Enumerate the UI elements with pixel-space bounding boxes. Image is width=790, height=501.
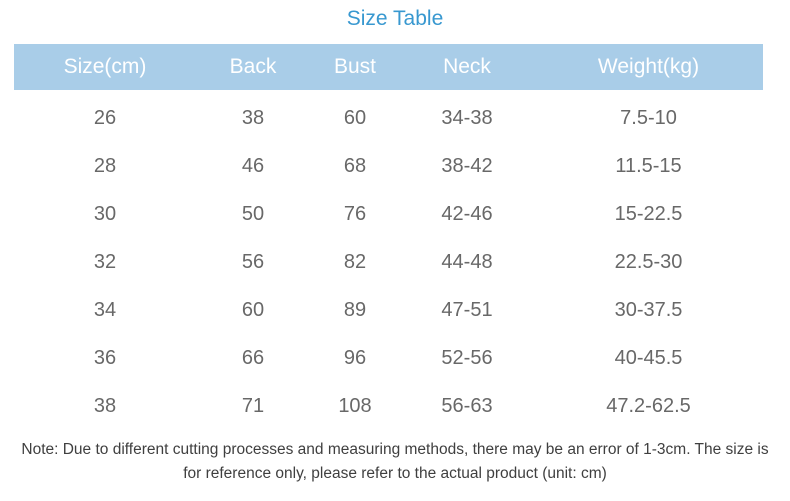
table-cell: 32 <box>93 250 117 273</box>
table-cell: 47-51 <box>441 298 493 321</box>
table-cell: 89 <box>343 298 367 321</box>
table-row: 30 50 76 42-46 15-22.5 <box>14 190 763 238</box>
table-row: 28 46 68 38-42 11.5-15 <box>14 142 763 190</box>
table-header-row: Size(cm) Back Bust Neck Weight(kg) <box>14 44 763 90</box>
table-cell: 46 <box>241 154 265 177</box>
table-cell: 15-22.5 <box>614 202 683 225</box>
table-cell: 68 <box>343 154 367 177</box>
header-cell: Size(cm) <box>63 55 147 78</box>
size-note: Note: Due to different cutting processes… <box>21 441 769 482</box>
table-cell: 7.5-10 <box>620 106 677 129</box>
table-cell: 34-38 <box>441 106 493 129</box>
header-cell: Neck <box>443 55 491 78</box>
table-cell: 28 <box>93 154 117 177</box>
table-cell: 71 <box>241 394 265 417</box>
size-table: Size(cm) Back Bust Neck Weight(kg) 26 38 60 34-… <box>14 44 763 430</box>
table-cell: 56 <box>241 250 265 273</box>
header-cell: Bust <box>333 55 377 78</box>
table-row: 32 56 82 44-48 22.5-30 <box>14 238 763 286</box>
table-cell: 40-45.5 <box>614 346 683 369</box>
header-cell: Weight(kg) <box>597 55 700 78</box>
table-cell: 47.2-62.5 <box>606 394 691 417</box>
table-row: 36 66 96 52-56 40-45.5 <box>14 334 763 382</box>
table-cell: 22.5-30 <box>614 250 683 273</box>
table-cell: 30-37.5 <box>614 298 683 321</box>
table-cell: 82 <box>343 250 367 273</box>
table-cell: 36 <box>93 346 117 369</box>
page-title: Size Table <box>346 7 444 30</box>
table-body: 26 38 60 34-38 7.5-10 28 46 68 38-42 11.5-15 30 50 7… <box>14 90 763 430</box>
table-row: 34 60 89 47-51 30-37.5 <box>14 286 763 334</box>
table-cell: 11.5-15 <box>615 154 682 177</box>
table-cell: 30 <box>93 202 117 225</box>
header-cell: Back <box>229 55 277 78</box>
table-cell: 26 <box>93 106 117 129</box>
table-cell: 38 <box>93 394 117 417</box>
table-cell: 108 <box>338 394 372 417</box>
table-cell: 38 <box>241 106 265 129</box>
table-row: 26 38 60 34-38 7.5-10 <box>14 94 763 142</box>
table-row: 38 71 108 56-63 47.2-62.5 <box>14 382 763 430</box>
table-cell: 34 <box>93 298 117 321</box>
table-cell: 96 <box>343 346 367 369</box>
table-cell: 52-56 <box>441 346 493 369</box>
table-cell: 56-63 <box>441 394 493 417</box>
table-cell: 60 <box>343 106 367 129</box>
table-cell: 42-46 <box>441 202 493 225</box>
table-cell: 44-48 <box>441 250 493 273</box>
table-cell: 50 <box>241 202 265 225</box>
table-cell: 38-42 <box>441 154 493 177</box>
table-cell: 76 <box>343 202 367 225</box>
table-cell: 66 <box>241 346 265 369</box>
table-cell: 60 <box>241 298 265 321</box>
